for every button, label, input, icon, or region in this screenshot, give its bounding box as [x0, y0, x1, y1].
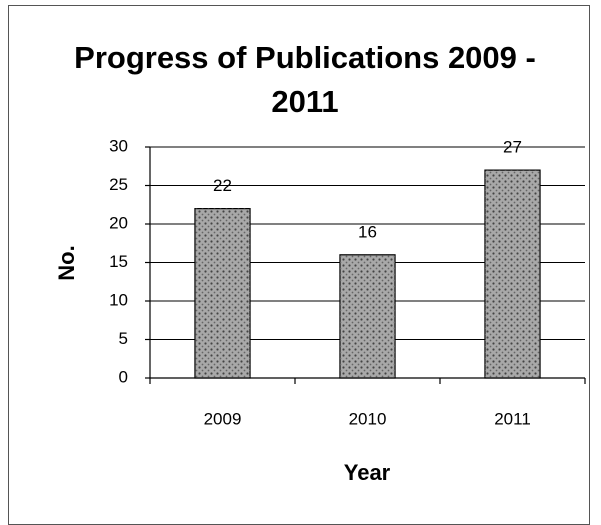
y-axis-label: No. [54, 245, 79, 280]
y-tick-label: 30 [109, 136, 128, 155]
x-tick-label: 2010 [349, 409, 387, 428]
y-tick-label: 10 [109, 290, 128, 309]
chart-title: Progress of Publications 2009 - 2011 [74, 40, 536, 119]
x-tick-label: 2009 [204, 409, 242, 428]
bar-texture [484, 170, 541, 378]
y-tick-label: 25 [109, 175, 128, 194]
bar-texture [339, 254, 396, 378]
y-tick-label: 5 [119, 329, 128, 348]
y-tick-label: 20 [109, 213, 128, 232]
bar-texture [194, 208, 251, 378]
data-label: 16 [358, 222, 377, 241]
data-label: 27 [503, 138, 522, 157]
y-tick-label: 0 [119, 367, 128, 386]
x-axis-label: Year [344, 460, 391, 485]
data-label: 22 [213, 176, 232, 195]
x-tick-label: 2011 [494, 409, 531, 428]
y-tick-label: 15 [109, 252, 128, 271]
